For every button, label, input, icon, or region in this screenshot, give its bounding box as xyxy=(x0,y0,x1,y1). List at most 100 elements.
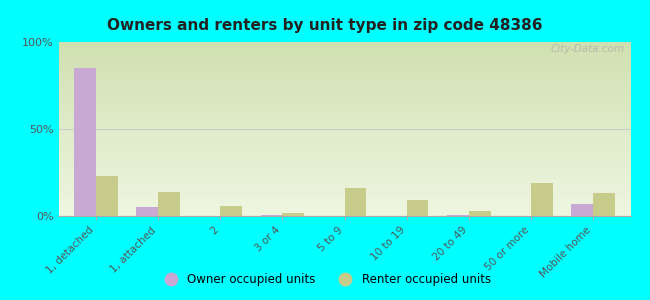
Bar xyxy=(58,66,630,67)
Bar xyxy=(58,156,630,157)
Bar xyxy=(58,168,630,169)
Bar xyxy=(407,200,428,216)
Bar xyxy=(58,121,630,122)
Bar xyxy=(58,102,630,103)
Bar xyxy=(58,87,630,88)
Bar xyxy=(58,211,630,212)
Bar xyxy=(58,126,630,127)
Bar xyxy=(58,91,630,92)
Bar xyxy=(96,176,118,216)
Bar xyxy=(469,211,491,216)
Bar xyxy=(58,197,630,198)
Bar xyxy=(58,195,630,196)
Bar xyxy=(58,133,630,134)
Bar xyxy=(58,185,630,186)
Bar xyxy=(58,61,630,62)
Bar xyxy=(58,77,630,78)
Bar xyxy=(58,172,630,173)
Bar xyxy=(58,101,630,102)
Bar xyxy=(58,55,630,56)
Bar xyxy=(58,69,630,70)
Bar xyxy=(58,80,630,81)
Bar xyxy=(58,131,630,132)
Bar xyxy=(58,199,630,200)
Bar xyxy=(58,145,630,146)
Bar xyxy=(58,103,630,104)
Bar xyxy=(58,146,630,147)
Bar xyxy=(58,210,630,211)
Bar xyxy=(58,56,630,57)
Bar xyxy=(58,215,630,216)
Bar xyxy=(58,198,630,199)
Bar xyxy=(58,174,630,175)
Bar xyxy=(58,109,630,110)
Bar xyxy=(58,130,630,131)
Bar xyxy=(58,63,630,64)
Bar xyxy=(58,152,630,153)
Bar xyxy=(593,194,615,216)
Bar xyxy=(58,123,630,124)
Bar xyxy=(58,45,630,46)
Bar xyxy=(58,52,630,53)
Bar xyxy=(58,44,630,45)
Bar xyxy=(58,72,630,73)
Bar xyxy=(58,119,630,120)
Bar xyxy=(58,116,630,117)
Bar xyxy=(58,94,630,95)
Bar xyxy=(58,74,630,75)
Bar xyxy=(58,120,630,121)
Bar xyxy=(58,76,630,77)
Bar xyxy=(58,117,630,118)
Bar xyxy=(58,192,630,193)
Text: City-Data.com: City-Data.com xyxy=(551,44,625,54)
Bar xyxy=(58,204,630,205)
Bar xyxy=(158,192,180,216)
Bar xyxy=(58,140,630,141)
Bar xyxy=(58,191,630,192)
Bar xyxy=(58,180,630,181)
Bar xyxy=(58,153,630,154)
Bar xyxy=(58,203,630,204)
Bar xyxy=(58,176,630,177)
Bar xyxy=(58,173,630,174)
Bar xyxy=(58,148,630,149)
Bar xyxy=(58,124,630,125)
Bar xyxy=(58,200,630,201)
Bar xyxy=(58,92,630,93)
Bar xyxy=(58,48,630,49)
Bar xyxy=(58,82,630,83)
Text: Owners and renters by unit type in zip code 48386: Owners and renters by unit type in zip c… xyxy=(107,18,543,33)
Bar xyxy=(58,201,630,202)
Bar xyxy=(58,181,630,182)
Bar xyxy=(58,50,630,51)
Bar xyxy=(58,97,630,98)
Bar xyxy=(220,206,242,216)
Bar xyxy=(58,206,630,207)
Bar xyxy=(58,122,630,123)
Bar xyxy=(58,170,630,171)
Bar xyxy=(58,51,630,52)
Bar xyxy=(58,182,630,183)
Bar xyxy=(58,96,630,97)
Bar xyxy=(58,164,630,165)
Bar xyxy=(74,68,96,216)
Bar xyxy=(58,60,630,61)
Bar xyxy=(58,75,630,76)
Bar xyxy=(58,188,630,189)
Bar xyxy=(58,88,630,89)
Bar xyxy=(58,98,630,99)
Bar xyxy=(58,57,630,58)
Bar xyxy=(58,85,630,86)
Bar xyxy=(58,162,630,163)
Bar xyxy=(58,90,630,91)
Bar xyxy=(58,196,630,197)
Bar xyxy=(58,107,630,108)
Bar xyxy=(58,118,630,119)
Bar xyxy=(58,105,630,106)
Bar xyxy=(58,166,630,167)
Bar xyxy=(58,137,630,138)
Bar xyxy=(58,112,630,113)
Bar xyxy=(282,213,304,216)
Bar xyxy=(136,207,158,216)
Bar xyxy=(58,183,630,184)
